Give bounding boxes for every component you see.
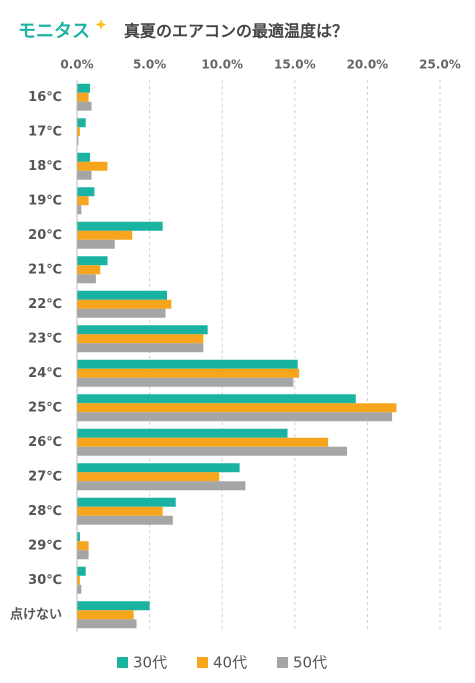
bar (77, 205, 82, 215)
bar (77, 532, 80, 542)
bar (77, 541, 89, 551)
bar (77, 152, 91, 162)
y-tick-label: 29℃ (28, 538, 62, 553)
legend-swatch (117, 657, 128, 668)
bar (77, 101, 92, 111)
bar (77, 515, 173, 525)
bar (77, 221, 163, 231)
bar (77, 170, 92, 180)
bar (77, 619, 137, 629)
bar (77, 290, 168, 300)
x-tick-label: 25.0% (419, 58, 461, 72)
y-tick-label: 22℃ (28, 297, 62, 312)
bar (77, 368, 300, 378)
bar (77, 601, 150, 611)
bar (77, 463, 240, 473)
bar (77, 127, 80, 137)
y-tick-label: 28℃ (28, 504, 62, 519)
bar (77, 428, 288, 438)
bar (77, 325, 208, 335)
bar (77, 196, 89, 206)
legend-label: 50代 (293, 654, 327, 672)
bar (77, 256, 108, 266)
y-tick-label: 30℃ (28, 573, 62, 588)
bar (77, 377, 294, 387)
bar (77, 472, 220, 482)
x-tick-label: 15.0% (274, 58, 316, 72)
bar (77, 584, 82, 594)
bar (77, 239, 115, 249)
bar (77, 437, 329, 447)
bar (77, 506, 163, 516)
bar (77, 265, 101, 275)
bar (77, 412, 393, 422)
bar (77, 481, 246, 491)
chart-title: 真夏のエアコンの最適温度は？ (124, 22, 348, 41)
y-tick-label: 25℃ (28, 400, 62, 415)
bar (77, 299, 172, 309)
bar (77, 118, 86, 128)
legend-label: 30代 (133, 654, 167, 672)
bar (77, 230, 133, 240)
x-tick-label: 0.0% (60, 58, 93, 72)
legend-swatch (197, 657, 208, 668)
bar (77, 446, 348, 456)
bar (77, 92, 89, 102)
bar (77, 550, 89, 560)
logo: モニタス (18, 21, 90, 42)
x-tick-label: 20.0% (347, 58, 389, 72)
bar (77, 161, 108, 171)
logo-star (95, 19, 107, 30)
y-tick-label: 23℃ (28, 331, 62, 346)
y-tick-label: 16℃ (28, 90, 62, 105)
bar (77, 610, 134, 620)
y-tick-label: 24℃ (28, 366, 62, 381)
bar (77, 83, 91, 93)
y-tick-label: 19℃ (28, 193, 62, 208)
y-tick-label: 18℃ (28, 159, 62, 174)
y-tick-label: 20℃ (28, 228, 62, 243)
bar (77, 575, 80, 585)
y-tick-label: 26℃ (28, 435, 62, 450)
x-tick-label: 10.0% (201, 58, 243, 72)
bar (77, 403, 397, 413)
bar (77, 343, 204, 353)
y-tick-label: 点けない (10, 606, 62, 622)
bar (77, 274, 96, 284)
bar (77, 136, 79, 146)
y-tick-label: 17℃ (28, 124, 62, 139)
y-tick-label: 27℃ (28, 469, 62, 484)
bar (77, 334, 204, 344)
y-tick-label: 21℃ (28, 262, 62, 277)
x-tick-label: 5.0% (133, 58, 166, 72)
bar (77, 394, 356, 404)
bar (77, 187, 95, 197)
bar (77, 497, 176, 507)
legend-label: 40代 (213, 654, 247, 672)
bar (77, 308, 166, 318)
bar (77, 359, 298, 369)
legend-swatch (277, 657, 288, 668)
bar (77, 566, 86, 576)
